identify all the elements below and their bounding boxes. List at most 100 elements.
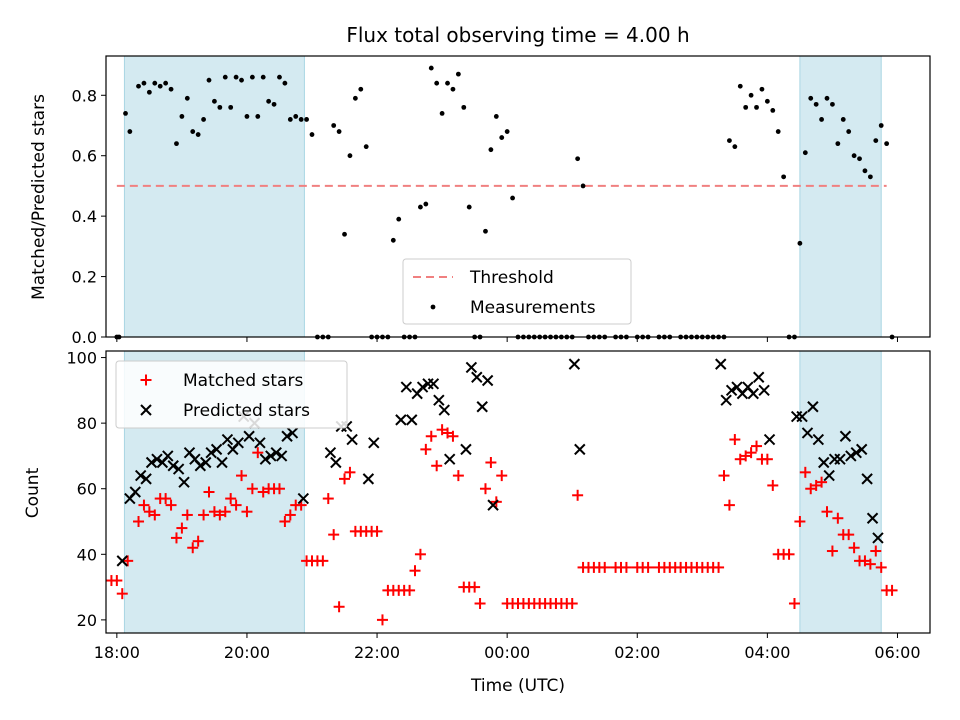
matched-star-point (241, 506, 253, 518)
y-tick-label: 0.8 (72, 86, 97, 105)
predicted-star-point (324, 446, 337, 459)
matched-star-point (723, 499, 735, 511)
matched-star-point (219, 506, 231, 518)
predicted-star-point (232, 437, 244, 449)
measurement-point (206, 77, 212, 83)
matched-star-point (599, 561, 611, 573)
marker-stroke (725, 384, 738, 397)
matched-star-point (474, 597, 486, 609)
measurement-point (233, 74, 239, 80)
predicted-star-point (763, 433, 776, 446)
measurement-point (873, 138, 879, 144)
marker-stroke (471, 371, 483, 383)
matched-star-point (642, 561, 654, 573)
marker-stroke (742, 381, 754, 393)
measurement-point (504, 129, 510, 134)
x-tick-label: 06:00 (874, 643, 920, 662)
x-tick-label: 02:00 (614, 643, 660, 662)
predicted-star-point (145, 456, 158, 469)
measurement-point (580, 183, 586, 189)
measurement-point (363, 144, 369, 150)
marker-stroke (205, 446, 217, 459)
measurement-point (244, 114, 250, 119)
marker-stroke (443, 453, 456, 465)
marker-stroke (720, 394, 732, 406)
marker-stroke (194, 460, 207, 472)
measurement-point (819, 117, 824, 122)
matched-star-point (452, 470, 464, 482)
predicted-star-point (205, 446, 217, 459)
measurement-point (141, 80, 147, 86)
measurement-point (824, 95, 830, 101)
measurement-point (851, 153, 857, 159)
marker-stroke (324, 446, 337, 459)
measurement-point (727, 138, 732, 144)
matched-star-point (165, 499, 177, 511)
marker-stroke (801, 427, 814, 439)
matched-star-point (133, 516, 145, 528)
x-tick-label: 18:00 (94, 643, 140, 662)
predicted-star-point (812, 433, 825, 446)
marker-stroke (839, 430, 852, 442)
matched-star-point (225, 493, 237, 505)
marker-stroke (763, 433, 776, 446)
measurement-point (217, 104, 223, 110)
matched-star-point (761, 453, 773, 465)
matched-star-point (788, 597, 800, 609)
matched-star-point (729, 434, 741, 446)
matched-star-point (333, 601, 345, 613)
measurement-point (298, 117, 304, 122)
marker-stroke (362, 473, 375, 485)
legend-matched-swatch (140, 374, 152, 386)
matched-star-point (864, 558, 876, 570)
matched-star-point (409, 565, 421, 577)
matched-star-point (404, 584, 416, 596)
measurement-point (195, 132, 201, 137)
matched-star-point (431, 460, 443, 472)
marker-stroke (731, 381, 743, 393)
measurement-point (396, 216, 402, 222)
matched-star-point (252, 447, 264, 459)
marker-stroke (145, 456, 158, 469)
measurement-point (287, 117, 293, 122)
matched-star-point (328, 529, 340, 541)
predicted-star-point (574, 443, 586, 456)
matched-star-point (447, 430, 459, 442)
top-y-axis-label: Matched/Predicted stars (29, 94, 49, 300)
top-legend: Threshold Measurements (402, 258, 632, 325)
measurement-point (201, 117, 206, 122)
measurement-point (239, 77, 244, 83)
matched-star-point (425, 430, 437, 442)
legend-box (115, 360, 348, 429)
predicted-star-point (720, 394, 732, 406)
marker-stroke (210, 443, 223, 456)
matched-star-point (469, 581, 481, 593)
measurement-point (483, 228, 488, 234)
matched-star-point (572, 489, 584, 501)
matched-star-point (284, 509, 296, 521)
predicted-star-point (259, 453, 272, 465)
matched-star-point (420, 443, 432, 455)
predicted-star-point (465, 361, 478, 374)
measurement-point (282, 80, 288, 86)
legend-threshold-label: Threshold (469, 268, 554, 288)
marker-stroke (167, 460, 179, 472)
measurement-point (390, 237, 396, 243)
measurement-point (336, 129, 342, 134)
matched-star-point (198, 509, 210, 521)
measurement-point (304, 117, 309, 122)
marker-stroke (116, 555, 128, 567)
plot-frame (105, 55, 931, 338)
marker-stroke (818, 456, 830, 469)
measurement-point (835, 141, 841, 147)
marker-stroke (216, 456, 228, 469)
predicted-star-point (460, 443, 472, 456)
measurement-point (884, 141, 890, 147)
legend-predicted-label: Predicted stars (183, 401, 310, 421)
predicted-star-point (221, 433, 234, 446)
measurement-point (439, 111, 445, 116)
matched-star-point (767, 479, 779, 491)
predicted-star-point (872, 532, 884, 544)
predicted-star-point (116, 555, 128, 567)
y-tick-label: 80 (77, 414, 97, 433)
